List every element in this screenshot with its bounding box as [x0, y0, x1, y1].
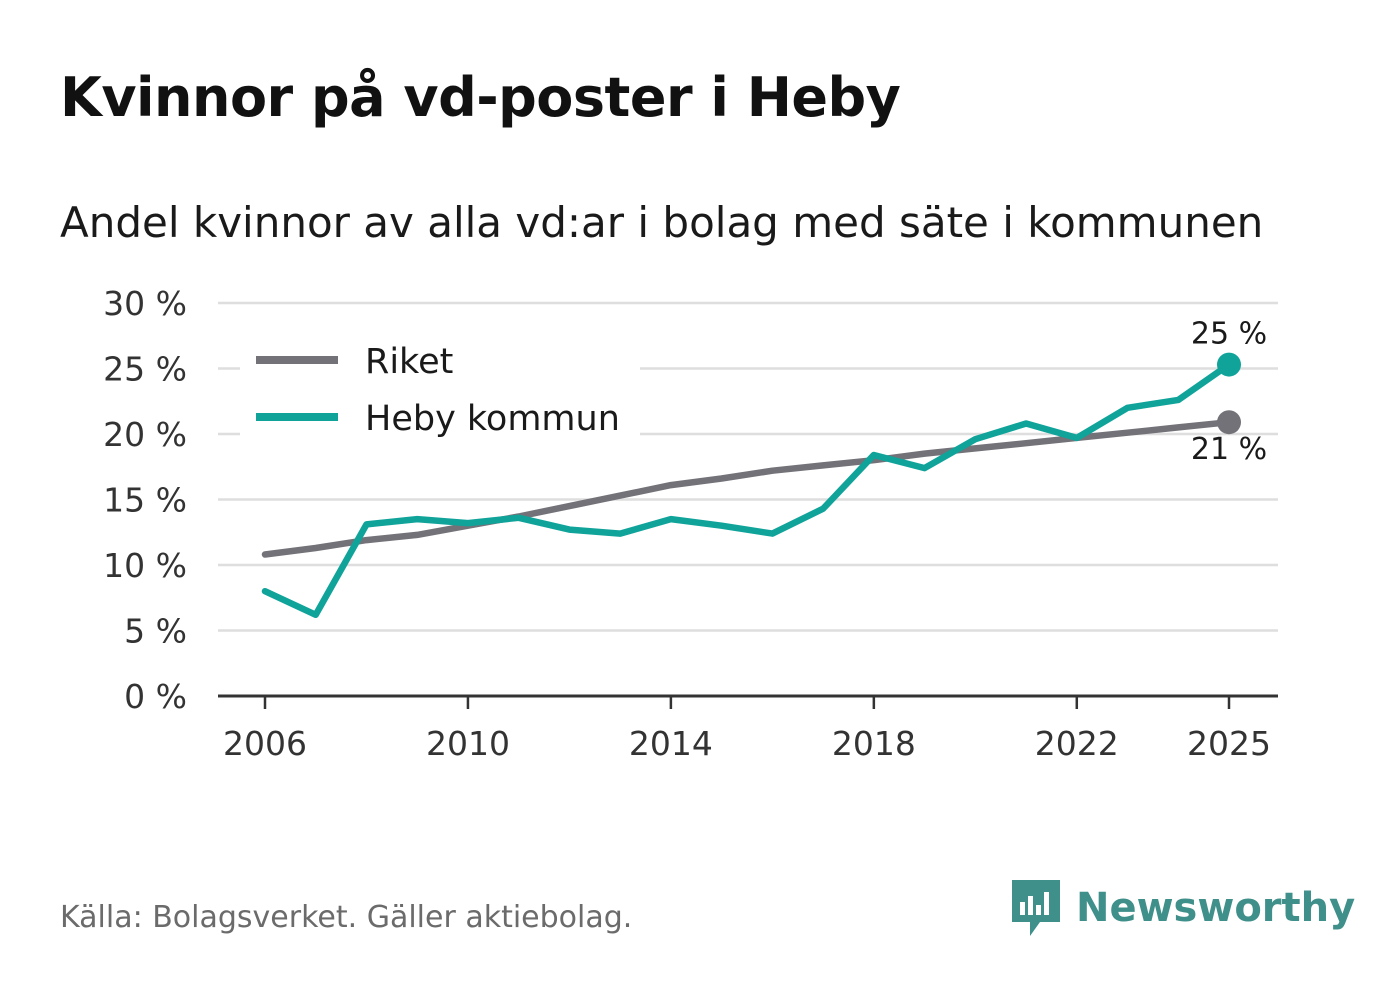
y-tick-label: 25 %: [103, 350, 187, 389]
brand-name: Newsworthy: [1076, 885, 1356, 931]
legend: Riket Heby kommun: [240, 330, 640, 439]
x-tick-label: 2006: [223, 724, 307, 763]
series-line-riket: [261, 418, 1233, 558]
x-tick-label: 2018: [832, 724, 916, 763]
newsworthy-logo-icon: [1012, 880, 1060, 936]
y-tick-label: 5 %: [124, 612, 187, 651]
y-tick-label: 10 %: [103, 546, 187, 585]
series-line-heby: [261, 361, 1233, 619]
brand-logo: Newsworthy: [1010, 878, 1355, 938]
x-tick-label: 2022: [1035, 724, 1119, 763]
y-tick-label: 20 %: [103, 415, 187, 454]
source-note: Källa: Bolagsverket. Gäller aktiebolag.: [60, 900, 633, 935]
end-labels: 25 % 21 %: [1191, 317, 1267, 468]
chart-subtitle: Andel kvinnor av alla vd:ar i bolag med …: [60, 198, 1264, 247]
legend-label: Heby kommun: [365, 399, 620, 439]
y-tick-label: 30 %: [103, 284, 187, 323]
y-tick-label: 15 %: [103, 481, 187, 520]
y-tick-label: 0 %: [124, 677, 187, 716]
series-lines: [261, 352, 1241, 619]
x-tick-label: 2014: [629, 724, 713, 763]
series-end-point: [1217, 352, 1241, 377]
chart-title: Kvinnor på vd-poster i Heby: [60, 66, 901, 129]
series-end-point: [1217, 410, 1241, 435]
end-value-label: 21 %: [1191, 432, 1267, 467]
y-axis-tick-labels: 0 % 5 % 10 % 15 % 20 % 25 % 30 %: [103, 284, 187, 716]
end-value-label: 25 %: [1191, 317, 1267, 352]
x-tick-label: 2010: [426, 724, 510, 763]
x-axis: 2006 2010 2014 2018 2022 2025: [218, 694, 1278, 763]
legend-label: Riket: [365, 342, 453, 382]
x-tick-label: 2025: [1187, 724, 1271, 763]
